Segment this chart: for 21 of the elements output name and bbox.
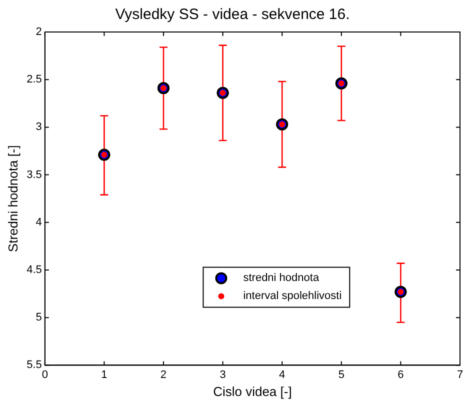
- y-tick-label: 4.5: [26, 264, 42, 276]
- x-tick-label: 0: [42, 368, 48, 381]
- x-tick-label: 5: [338, 368, 344, 381]
- x-tick-label: 6: [398, 368, 404, 381]
- y-tick-label: 3.5: [26, 168, 42, 181]
- y-tick-label: 2.5: [26, 74, 42, 86]
- legend-label: interval spolehlivosti: [243, 290, 342, 302]
- x-tick-label: 3: [220, 368, 226, 381]
- y-tick-label: 5.5: [26, 359, 42, 372]
- chart-title: Vysledky SS - videa - sekvence 16.: [115, 6, 350, 24]
- y-axis-title: Stredni hodnota [-]: [5, 145, 20, 252]
- y-tick-label: 4: [36, 216, 42, 228]
- x-tick-label: 7: [456, 368, 464, 381]
- legend-label: stredni hodnota: [243, 272, 320, 284]
- x-tick-label: 2: [160, 368, 167, 381]
- y-tick-label: 2: [36, 26, 42, 38]
- x-tick-label: 1: [101, 368, 108, 381]
- x-axis-title: Cislo videa [-]: [213, 384, 292, 399]
- x-tick-label: 4: [279, 368, 286, 381]
- y-tick-label: 5: [36, 312, 42, 324]
- y-tick-label: 3: [36, 121, 42, 134]
